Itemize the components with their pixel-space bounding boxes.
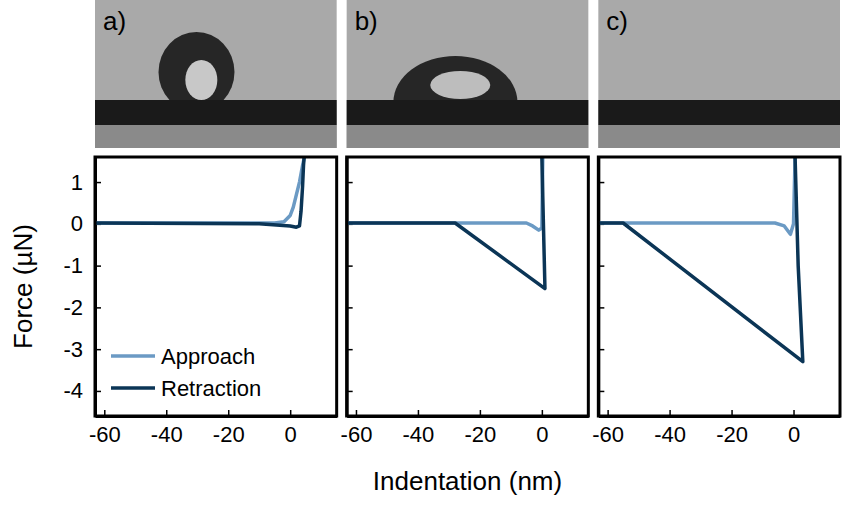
series-line (95, 157, 304, 227)
photo (347, 0, 589, 148)
plot-frame (347, 157, 589, 416)
plot-frame (95, 157, 337, 416)
y-axis-title: Force (µN) (8, 224, 38, 349)
x-tick-label: -60 (341, 422, 373, 447)
photo (598, 0, 840, 148)
plot-lines (598, 157, 802, 362)
stage-base (95, 125, 337, 148)
y-tick-label: -4 (63, 378, 83, 403)
plot-frame (598, 157, 840, 416)
legend-label: Retraction (161, 376, 261, 401)
panel: b) -60 -40 -20 0 (341, 0, 589, 447)
panel: a) -60 -40 -20 0 -4 -3 -2 -1 0 1 Approach Retraction (63, 0, 337, 447)
x-tick-label: -60 (592, 422, 624, 447)
legend-swatch (111, 354, 155, 358)
photo (95, 0, 337, 148)
x-tick-label: -60 (89, 422, 121, 447)
x-tick-label: -20 (716, 422, 748, 447)
plot-lines (347, 157, 545, 289)
x-tick-label: -40 (151, 422, 183, 447)
legend-label: Approach (161, 344, 255, 369)
x-tick-label: 0 (285, 422, 297, 447)
stage (347, 100, 589, 125)
series-line (598, 157, 795, 234)
stage (598, 100, 840, 125)
photo-background (95, 0, 337, 148)
y-tick-label: 1 (71, 170, 83, 195)
y-tick-label: -1 (63, 253, 83, 278)
x-tick-label: -40 (403, 422, 435, 447)
droplet-highlight (430, 71, 490, 99)
stage (95, 100, 337, 125)
series-line (95, 157, 304, 223)
stage-base (598, 125, 840, 148)
series-line (347, 157, 545, 289)
x-tick-label: 0 (788, 422, 800, 447)
x-tick-label: -20 (213, 422, 245, 447)
y-tick-label: 0 (71, 211, 83, 236)
x-tick-label: -40 (654, 422, 686, 447)
x-axis-title: Indentation (nm) (373, 466, 562, 496)
photo-background (347, 0, 589, 148)
panel-label: c) (606, 6, 628, 36)
legend: Approach Retraction (111, 344, 261, 401)
series-line (598, 157, 802, 362)
y-tick-label: -3 (63, 337, 83, 362)
droplet-highlight (185, 60, 217, 100)
panel: c) -60 -40 -20 0 (592, 0, 840, 447)
legend-swatch (111, 386, 155, 390)
y-tick-label: -2 (63, 295, 83, 320)
figure: a) -60 -40 -20 0 -4 -3 -2 -1 0 1 Approach Retraction… (0, 0, 849, 506)
x-tick-label: -20 (464, 422, 496, 447)
series-line (347, 157, 543, 230)
stage-base (347, 125, 589, 148)
x-tick-label: 0 (536, 422, 548, 447)
panel-label: b) (355, 6, 378, 36)
plot-lines (95, 157, 304, 227)
panel-label: a) (103, 6, 126, 36)
photo-background (598, 0, 840, 148)
